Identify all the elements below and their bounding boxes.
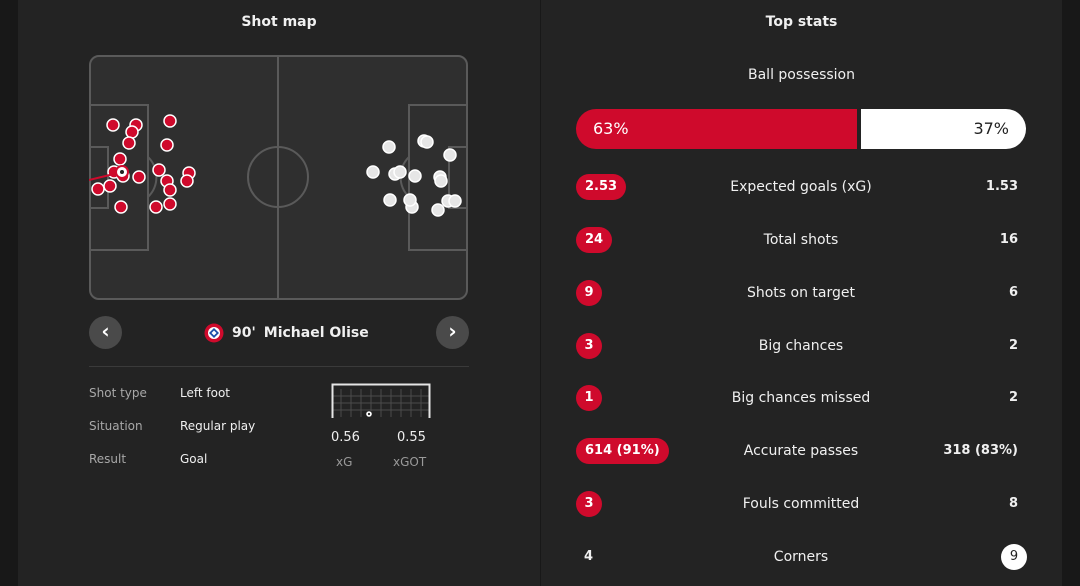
home-shot-marker[interactable] bbox=[122, 136, 136, 150]
shot-minute: 90' bbox=[232, 325, 256, 341]
away-shot-marker[interactable] bbox=[431, 203, 445, 217]
shot-map-title: Shot map bbox=[241, 14, 317, 30]
home-shot-marker[interactable] bbox=[163, 114, 177, 128]
xgot-label: xGOT bbox=[393, 455, 427, 469]
away-shot-marker[interactable] bbox=[366, 165, 380, 179]
stat-label: Big chances missed bbox=[731, 390, 871, 406]
team-logo-icon bbox=[204, 323, 224, 343]
possession-away-segment: 37% bbox=[861, 109, 1026, 149]
stat-away-value: 6 bbox=[1008, 285, 1018, 300]
away-shot-marker[interactable] bbox=[403, 193, 417, 207]
stat-home-value: 3 bbox=[576, 333, 602, 359]
away-shot-marker[interactable] bbox=[443, 148, 457, 162]
home-shot-marker[interactable] bbox=[103, 179, 117, 193]
previous-shot-button[interactable]: ‹ bbox=[89, 316, 122, 349]
ball-center-mark bbox=[120, 170, 124, 174]
situation-value: Regular play bbox=[180, 419, 256, 433]
stat-row: 3 Fouls committed 8 bbox=[576, 491, 1026, 519]
result-value: Goal bbox=[180, 452, 208, 466]
home-shot-marker[interactable] bbox=[163, 183, 177, 197]
next-shot-button[interactable]: › bbox=[436, 316, 469, 349]
home-shots-layer bbox=[91, 114, 196, 214]
stat-home-value: 614 (91%) bbox=[576, 438, 669, 464]
stat-label: Fouls committed bbox=[742, 496, 860, 512]
home-shot-marker[interactable] bbox=[149, 200, 163, 214]
stat-row: 3 Big chances 2 bbox=[576, 333, 1026, 361]
away-shots-layer bbox=[366, 134, 462, 217]
stat-row: 9 Shots on target 6 bbox=[576, 280, 1026, 308]
stat-away-value: 318 (83%) bbox=[943, 443, 1018, 458]
stat-home-value: 24 bbox=[576, 227, 613, 253]
stat-home-value: 9 bbox=[576, 280, 602, 306]
pitch-markings bbox=[89, 55, 468, 300]
home-shot-marker[interactable] bbox=[152, 163, 166, 177]
xg-value: 0.56 bbox=[331, 430, 360, 445]
top-stats-panel: Top stats Ball possession 63% 37% 2.53 Ex… bbox=[541, 0, 1062, 586]
goal-ball-icon bbox=[365, 410, 373, 418]
away-shot-marker[interactable] bbox=[434, 174, 448, 188]
home-shot-marker[interactable] bbox=[113, 152, 127, 166]
away-shot-marker[interactable] bbox=[408, 169, 422, 183]
home-shot-marker[interactable] bbox=[125, 125, 139, 139]
xgot-value: 0.55 bbox=[397, 430, 426, 445]
possession-home-segment: 63% bbox=[576, 109, 857, 149]
stat-label: Accurate passes bbox=[743, 443, 859, 459]
stat-row: 4 Corners 9 bbox=[576, 544, 1027, 572]
stat-label: Big chances bbox=[758, 338, 844, 354]
possession-label: Ball possession bbox=[748, 67, 855, 83]
pitch bbox=[89, 55, 468, 300]
situation-label: Situation bbox=[89, 419, 143, 433]
away-shot-marker[interactable] bbox=[420, 135, 434, 149]
home-shot-marker[interactable] bbox=[163, 197, 177, 211]
away-shot-marker[interactable] bbox=[383, 193, 397, 207]
top-stats-title: Top stats bbox=[765, 14, 838, 30]
goal-frame-graphic bbox=[331, 383, 431, 418]
stat-away-value: 9 bbox=[1001, 544, 1027, 570]
stat-row: 1 Big chances missed 2 bbox=[576, 385, 1026, 413]
home-shot-marker[interactable] bbox=[132, 170, 146, 184]
stat-row: 614 (91%) Accurate passes 318 (83%) bbox=[576, 438, 1026, 466]
chevron-right-icon: › bbox=[448, 319, 457, 343]
stat-away-value: 1.53 bbox=[985, 179, 1018, 194]
stat-label: Expected goals (xG) bbox=[730, 179, 872, 195]
shot-map-panel: Shot map ‹ 90' Michael Olise › bbox=[18, 0, 540, 586]
shot-type-label: Shot type bbox=[89, 386, 147, 400]
away-shot-marker[interactable] bbox=[393, 165, 407, 179]
home-shot-marker[interactable] bbox=[160, 138, 174, 152]
shot-player-name: Michael Olise bbox=[263, 325, 369, 341]
selected-shot-header: 90' Michael Olise bbox=[204, 323, 369, 343]
divider bbox=[89, 366, 469, 367]
home-shot-marker[interactable] bbox=[91, 182, 105, 196]
stat-away-value: 2 bbox=[1008, 338, 1018, 353]
stat-home-value: 2.53 bbox=[576, 174, 627, 200]
stat-away-value: 16 bbox=[999, 232, 1018, 247]
result-label: Result bbox=[89, 452, 127, 466]
stat-home-value: 3 bbox=[576, 491, 602, 517]
stat-away-value: 8 bbox=[1008, 496, 1018, 511]
stat-home-value: 1 bbox=[576, 385, 602, 411]
stat-row: 24 Total shots 16 bbox=[576, 227, 1026, 255]
chevron-left-icon: ‹ bbox=[101, 319, 110, 343]
stat-row: 2.53 Expected goals (xG) 1.53 bbox=[576, 174, 1026, 202]
away-shot-marker[interactable] bbox=[382, 140, 396, 154]
selected-shot-layer bbox=[89, 165, 129, 181]
stat-label: Total shots bbox=[763, 232, 839, 248]
home-shot-marker[interactable] bbox=[106, 118, 120, 132]
stat-label: Shots on target bbox=[746, 285, 855, 301]
xg-label: xG bbox=[336, 455, 353, 469]
stat-label: Corners bbox=[773, 549, 829, 565]
stat-away-value: 2 bbox=[1008, 390, 1018, 405]
shot-type-value: Left foot bbox=[180, 386, 231, 400]
stat-home-value: 4 bbox=[584, 549, 594, 564]
away-shot-marker[interactable] bbox=[448, 194, 462, 208]
home-shot-marker[interactable] bbox=[114, 200, 128, 214]
possession-bar: 63% 37% bbox=[576, 109, 1026, 149]
home-shot-marker[interactable] bbox=[180, 174, 194, 188]
